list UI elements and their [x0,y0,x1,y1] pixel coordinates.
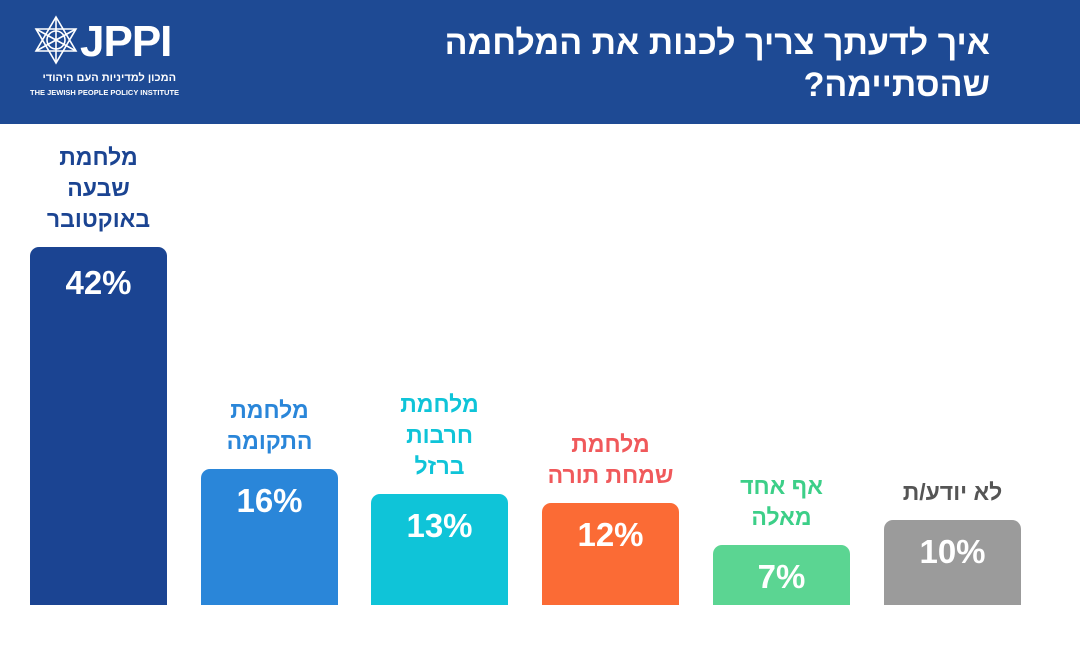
bar-value-label: 7% [757,558,806,595]
bar-chart: 42% מלחמת שבעה באוקטובר 16% מלחמת התקומה 13%… [0,124,1080,668]
chart-title: איך לדעתך צריך לכנות את המלחמה שהסתיימה? [444,24,990,104]
bar-2: 16% [201,469,338,605]
category-label: לא יודע/ת [902,479,1003,505]
logo-subtitle-english: THE JEWISH PEOPLE POLICY INSTITUTE [30,88,180,97]
category-label: מלחמת שמחת תורה [547,431,674,488]
jppi-logo: JPPI המכון למדיניות העם היהודי THE JEWIS… [30,14,190,99]
bar-value-label: 10% [919,533,986,570]
bar-1: 42% [30,247,167,605]
bar-5: 7% [713,545,850,605]
category-label: מלחמת שבעה באוקטובר [46,144,151,232]
bar-4: 12% [542,503,679,605]
category-label: מלחמת התקומה [226,397,313,454]
category-label: מלחמת חרבות ברזל [400,391,479,479]
bar-value-label: 12% [577,516,644,553]
logo-wordmark: JPPI [80,17,172,66]
bar-value-label: 42% [65,264,132,301]
logo-subtitle-hebrew: המכון למדיניות העם היהודי [42,72,176,84]
bar-3: 13% [371,494,508,605]
header-banner: JPPI המכון למדיניות העם היהודי THE JEWIS… [0,0,1080,124]
bar-6: 10% [884,520,1021,605]
bar-value-label: 13% [406,507,473,544]
star-of-david-logo-icon [34,15,78,65]
category-label: אף אחד מאלה [740,473,823,530]
bar-value-label: 16% [236,482,303,519]
